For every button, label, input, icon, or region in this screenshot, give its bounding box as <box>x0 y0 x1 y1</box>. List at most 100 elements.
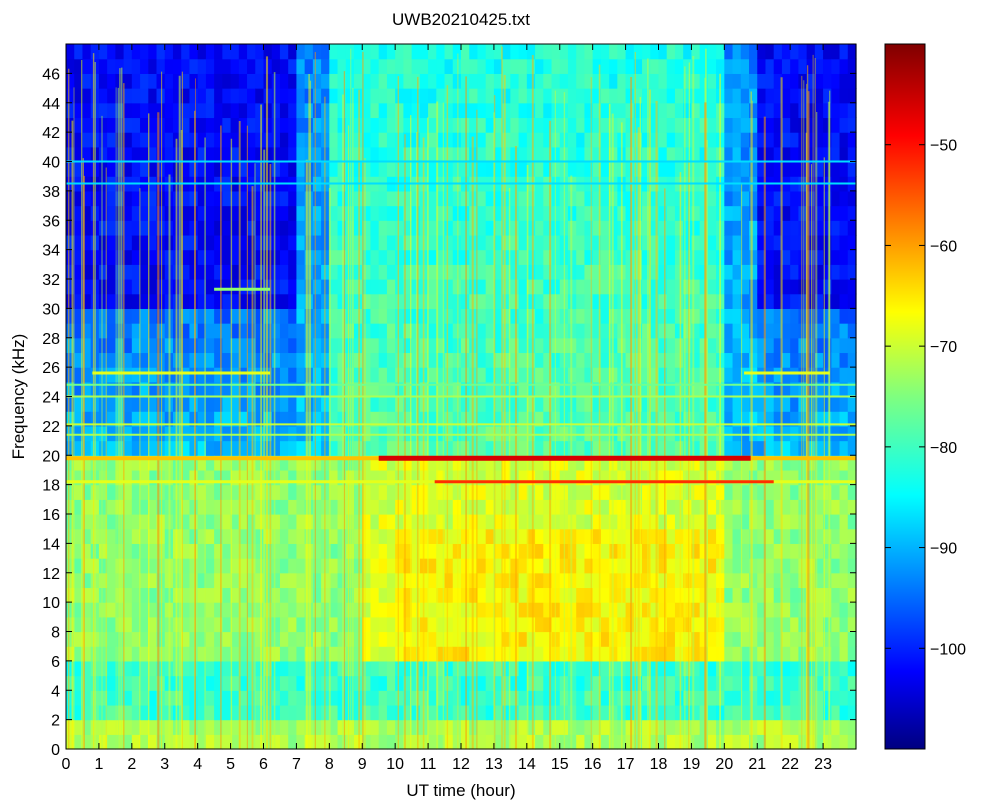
spectrogram-cell <box>107 440 116 456</box>
spectrogram-cell <box>773 425 783 442</box>
spectrogram-cell <box>683 73 693 89</box>
spectrogram-cell <box>230 587 240 603</box>
spectrogram-cell <box>205 587 215 603</box>
spectrogram-cell <box>370 514 380 530</box>
spectrogram-cell <box>279 132 289 148</box>
spectrogram-cell <box>477 425 487 442</box>
spectrogram-cell <box>535 484 544 500</box>
spectrogram-cell <box>543 587 553 603</box>
spectrogram-cell <box>288 132 298 148</box>
spectrogram-cell <box>189 484 199 500</box>
spectrogram-cell <box>444 675 454 691</box>
spectrogram-cell <box>699 440 709 456</box>
spectrogram-cell <box>658 117 668 133</box>
spectrogram-cell <box>683 440 693 456</box>
spectrogram-cell <box>148 205 158 221</box>
spectrogram-cell <box>181 704 191 721</box>
spectrogram-cell <box>691 440 701 456</box>
spectrogram-cell <box>279 146 289 163</box>
spectrogram-cell <box>666 293 676 309</box>
x-tick-label: 15 <box>551 756 569 773</box>
spectrogram-cell <box>814 514 824 530</box>
spectrogram-cell <box>82 425 92 442</box>
spectrogram-cell <box>551 572 561 589</box>
spectrogram-cell <box>230 646 240 662</box>
spectrogram-cell <box>82 572 92 589</box>
spectrogram-cell <box>140 279 149 295</box>
spectrogram-cell <box>584 455 594 471</box>
spectrogram-cell <box>395 73 404 89</box>
spectrogram-cell <box>66 425 75 442</box>
spectrogram-cell <box>452 308 462 324</box>
spectrogram-cell <box>584 558 594 574</box>
spectrogram-cell <box>584 117 594 133</box>
spectrogram-cell <box>518 264 528 280</box>
spectrogram-cell <box>642 514 651 530</box>
spectrogram-cell <box>238 719 248 735</box>
spectrogram-cell <box>296 308 306 324</box>
spectrogram-cell <box>345 411 355 427</box>
spectrogram-cell <box>205 132 215 148</box>
spectrogram-cell <box>757 44 767 60</box>
spectrogram-cell <box>329 308 339 324</box>
spectrogram-cell <box>773 690 783 706</box>
spectrogram-cell <box>312 425 322 442</box>
spectrogram-cell <box>790 440 799 456</box>
spectrogram-cell <box>444 543 454 559</box>
spectrogram-cell <box>362 499 372 515</box>
spectrogram-cell <box>798 631 808 647</box>
spectrogram-cell <box>658 499 668 515</box>
spectrogram-cell <box>798 719 808 735</box>
spectrogram-cell <box>329 264 339 280</box>
spectrogram-cell <box>98 704 108 721</box>
spectrogram-cell <box>650 308 660 324</box>
spectrogram-cell <box>362 675 372 691</box>
spectrogram-cell <box>395 264 404 280</box>
spectrogram-cell <box>666 308 676 324</box>
spectrogram-cell <box>452 455 462 471</box>
spectrogram-cell <box>395 543 404 559</box>
spectrogram-cell <box>502 73 511 89</box>
spectrogram-cell <box>485 631 495 647</box>
spectrogram-cell <box>551 558 561 574</box>
spectrogram-cell <box>181 323 191 339</box>
spectrogram-cell <box>131 102 141 119</box>
spectrogram-cell <box>674 631 684 647</box>
spectrogram-cell <box>279 719 289 735</box>
spectrogram-cell <box>469 102 479 119</box>
spectrogram-cell <box>823 249 832 265</box>
spectrogram-cell <box>238 132 248 148</box>
spectrogram-cell <box>378 572 388 589</box>
spectrogram-cell <box>831 514 841 530</box>
spectrogram-cell <box>230 323 240 339</box>
spectrogram-cell <box>781 102 791 119</box>
spectrogram-cell <box>518 381 528 398</box>
spectrogram-cell <box>510 455 520 471</box>
spectrogram-cell <box>255 220 265 236</box>
spectrogram-cell <box>617 58 627 74</box>
spectrogram-cell <box>428 58 437 74</box>
spectrogram-cell <box>584 690 594 706</box>
spectrogram-cell <box>205 381 215 398</box>
spectrogram-cell <box>288 602 298 618</box>
spectrogram-cell <box>510 220 520 236</box>
spectrogram-cell <box>312 146 322 163</box>
spectrogram-cell <box>189 543 199 559</box>
spectrogram-cell <box>493 220 503 236</box>
spectrogram-cell <box>205 602 215 618</box>
spectrogram-cell <box>724 455 734 471</box>
spectrogram-cell <box>543 220 553 236</box>
spectrogram-cell <box>765 190 775 207</box>
spectrogram-cell <box>781 58 791 74</box>
spectrogram-cell <box>699 572 709 589</box>
spectrogram-cell <box>831 161 841 177</box>
spectrogram-cell <box>444 602 454 618</box>
spectrogram-cell <box>131 205 141 221</box>
spectrogram-cell <box>345 146 355 163</box>
spectrogram-cell <box>345 455 355 471</box>
spectrogram-cell <box>378 249 388 265</box>
spectrogram-cell <box>452 381 462 398</box>
spectrogram-cell <box>691 279 701 295</box>
spectrogram-cell <box>592 484 602 500</box>
spectrogram-cell <box>255 88 265 104</box>
